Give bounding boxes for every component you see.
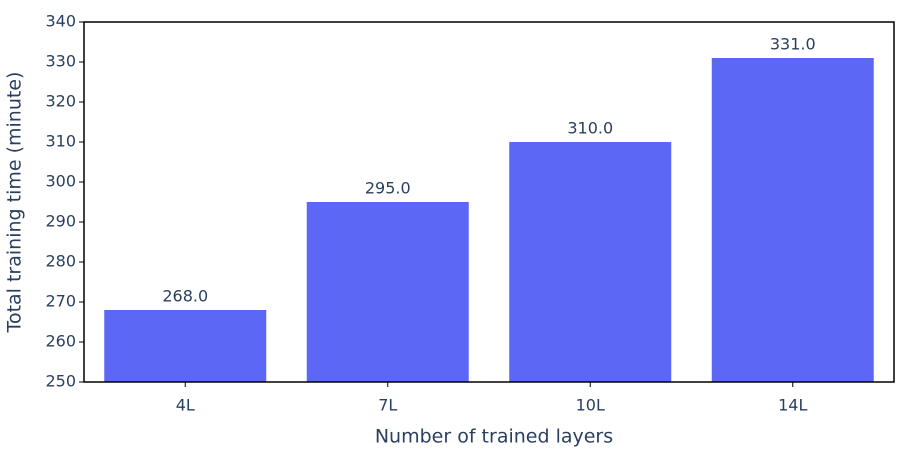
y-tick-label: 320: [45, 92, 76, 111]
bar: [509, 142, 672, 382]
bar: [711, 58, 874, 382]
x-tick-label: 10L: [576, 396, 605, 415]
y-axis-title: Total training time (minute): [4, 72, 26, 334]
y-tick-label: 330: [45, 52, 76, 71]
plot-frame: [83, 21, 895, 383]
y-tick-label: 310: [45, 132, 76, 151]
y-tick-label: 270: [45, 292, 76, 311]
y-tick-label: 250: [45, 372, 76, 391]
value-label: 331.0: [770, 35, 816, 54]
value-label: 268.0: [162, 287, 208, 306]
y-tick-label: 300: [45, 172, 76, 191]
y-tick-label: 260: [45, 332, 76, 351]
x-tick-label: 14L: [778, 396, 807, 415]
x-axis-title: Number of trained layers: [375, 426, 613, 448]
y-tick-label: 340: [45, 12, 76, 31]
bar: [306, 202, 469, 382]
x-tick-label: 7L: [378, 396, 397, 415]
x-tick-label: 4L: [176, 396, 195, 415]
value-label: 295.0: [365, 179, 411, 198]
y-tick-label: 290: [45, 212, 76, 231]
y-tick-label: 280: [45, 252, 76, 271]
bar: [104, 310, 267, 382]
value-label: 310.0: [567, 119, 613, 138]
